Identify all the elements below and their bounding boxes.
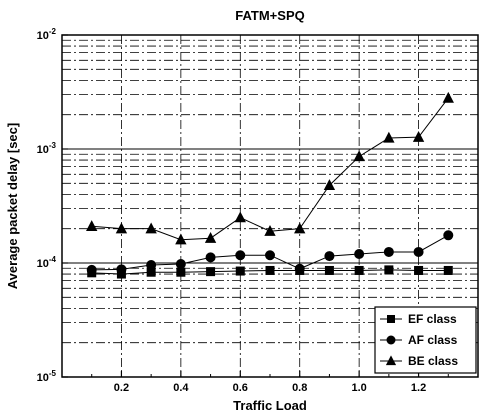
series-layer [86, 91, 454, 279]
data-point [443, 230, 454, 241]
legend-label: BE class [408, 354, 458, 368]
data-point [265, 265, 275, 275]
legend-marker [386, 335, 396, 345]
data-point [205, 252, 216, 263]
legend-marker [385, 355, 397, 366]
data-point [86, 264, 97, 275]
data-point [353, 150, 365, 162]
data-point [294, 222, 306, 234]
data-point [234, 211, 246, 223]
legend-item: AF class [380, 333, 458, 347]
data-point [383, 246, 394, 257]
legend-item: EF class [380, 312, 457, 326]
data-point [412, 130, 425, 142]
data-point [175, 259, 186, 270]
data-point [383, 131, 395, 143]
chart-title: FATM+SPQ [235, 8, 304, 23]
data-point [264, 225, 276, 236]
grid [62, 35, 478, 377]
legend-label: EF class [408, 312, 457, 326]
data-point [146, 267, 156, 277]
data-point [235, 266, 245, 276]
y-tick-label: 10-2 [37, 27, 57, 42]
y-tick-label: 10-5 [37, 369, 57, 384]
data-point [354, 265, 364, 275]
data-point [206, 267, 216, 277]
data-point [175, 233, 187, 245]
series-af-class [86, 230, 454, 275]
data-point [384, 265, 394, 275]
x-tick-label: 1.0 [351, 382, 366, 394]
data-point [442, 91, 454, 103]
legend-item: BE class [380, 354, 458, 368]
ticks: 0.2 0.4 0.6 0.8 1.0 1.2 10-5 10-4 10-3 10-2 [37, 27, 449, 394]
data-point [86, 220, 98, 231]
x-axis-label: Traffic Load [233, 398, 307, 412]
data-point [324, 251, 335, 262]
data-point [413, 246, 424, 257]
data-point [176, 267, 186, 277]
series-line [91, 97, 449, 241]
y-tick-label: 10-3 [37, 141, 57, 156]
y-axis-label: Average packet delay [sec] [5, 123, 20, 289]
data-point [443, 265, 453, 275]
data-point [323, 179, 336, 191]
x-tick-label: 1.2 [411, 382, 426, 394]
x-tick-label: 0.6 [233, 382, 248, 394]
y-tick-label: 10-4 [37, 255, 57, 270]
data-point [146, 260, 157, 271]
x-tick-label: 0.4 [173, 382, 189, 394]
x-tick-label: 0.2 [114, 382, 129, 394]
data-point [294, 263, 305, 274]
data-point [115, 222, 128, 234]
data-point [265, 250, 275, 261]
legend-marker [387, 315, 395, 323]
data-point [235, 250, 246, 261]
data-point [414, 265, 424, 275]
data-point [324, 265, 334, 275]
legend: EF class AF class BE class [374, 306, 477, 374]
data-point [116, 264, 127, 275]
data-point [354, 248, 365, 259]
data-point [204, 232, 217, 243]
x-tick-label: 0.8 [292, 382, 307, 394]
data-point [145, 222, 157, 234]
series-ef-class [87, 265, 453, 279]
series-be-class [86, 91, 454, 245]
legend-label: AF class [408, 333, 458, 347]
